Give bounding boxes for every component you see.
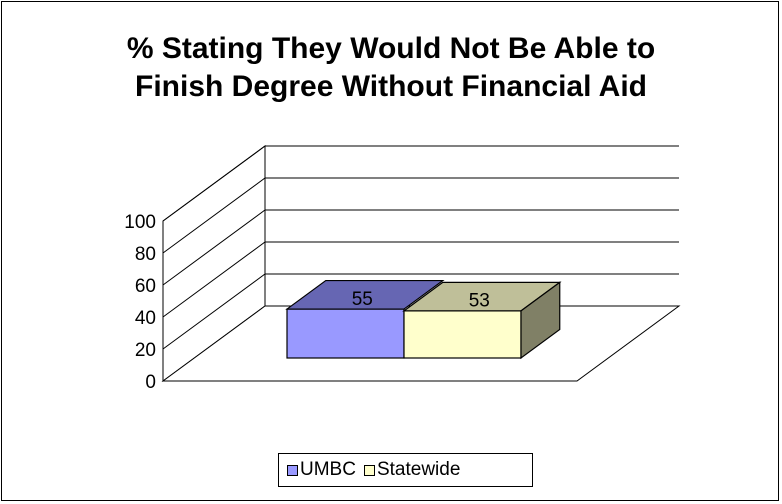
chart-title: % Stating They Would Not Be Able to Fini… [0, 30, 782, 106]
legend-label-umbc: UMBC [300, 459, 356, 480]
bar-front-umbc [286, 308, 405, 359]
y-axis-ticks: 0 20 40 60 80 100 [124, 212, 156, 393]
y-tick-label-80: 80 [135, 244, 156, 265]
data-labels: 55 53 [352, 289, 490, 312]
gridline-100 [162, 145, 679, 222]
gridlines [162, 145, 679, 350]
chart-title-line-1: % Stating They Would Not Be Able to [126, 32, 656, 65]
y-tick-label-100: 100 [124, 212, 156, 233]
legend-swatch-statewide [363, 464, 375, 476]
chart-title-line-2: Finish Degree Without Financial Aid [135, 70, 647, 103]
bar-side-statewide [520, 281, 561, 360]
y-tick-label-20: 20 [135, 340, 156, 361]
gridline-20 [162, 273, 679, 350]
legend-label-statewide: Statewide [376, 459, 461, 480]
legend: UMBC Statewide [278, 453, 533, 487]
legend-swatch-umbc [287, 464, 298, 476]
data-label-statewide: 53 [469, 291, 490, 312]
gridline-40 [162, 241, 679, 318]
bar-top-umbc [285, 279, 445, 310]
gridline-60 [162, 209, 679, 286]
y-tick-label-60: 60 [135, 276, 156, 297]
bars [285, 279, 562, 360]
data-label-umbc: 55 [352, 289, 373, 310]
y-tick-label-0: 0 [145, 372, 156, 393]
y-tick-label-40: 40 [135, 308, 156, 329]
gridline-80 [162, 177, 679, 254]
bar-front-statewide [403, 310, 522, 359]
legend-item-umbc: UMBC [287, 459, 356, 481]
legend-item-statewide: Statewide [363, 459, 461, 481]
